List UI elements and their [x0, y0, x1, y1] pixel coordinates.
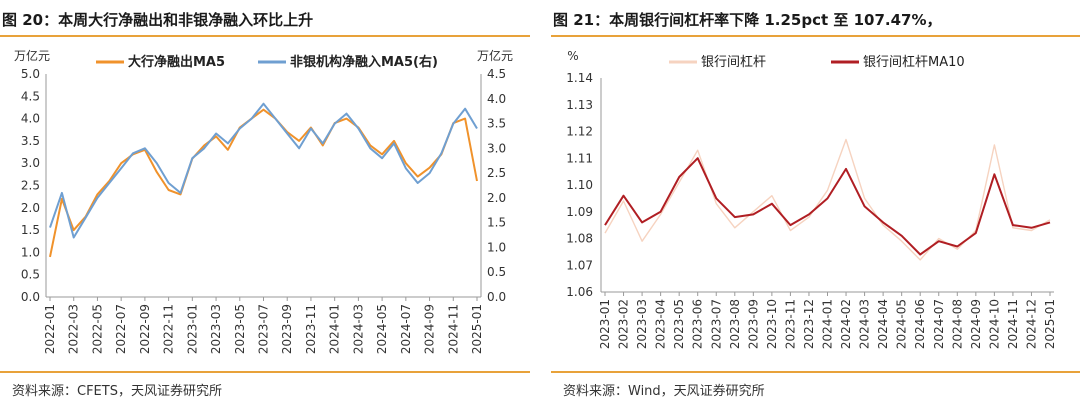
- legend-label: 银行间杠杆: [701, 54, 766, 70]
- title-rule: [0, 35, 530, 37]
- source-rule: [0, 371, 530, 373]
- x-tick-label: 2023-01: [598, 299, 612, 349]
- source-rule: [551, 371, 1080, 373]
- y-tick-label-left: 1.5: [21, 223, 40, 237]
- y-tick-label-right: 3.5: [487, 117, 506, 131]
- x-tick-label: 2024-12: [1024, 299, 1038, 349]
- figure-21-panel: 图 21：本周银行间杠杆率下降 1.25pct 至 107.47%， % 1.06…: [551, 0, 1080, 405]
- y-tick-label-left: 3.0: [21, 156, 40, 170]
- x-tick-label: 2022-07: [114, 304, 128, 354]
- x-tick-label: 2024-03: [351, 304, 365, 354]
- x-tick-label: 2024-01: [821, 299, 835, 349]
- title-rule: [551, 35, 1080, 37]
- source-note: 资料来源：CFETS，天风证券研究所: [12, 384, 222, 399]
- y-unit-right: 万亿元: [477, 48, 513, 63]
- figure-title: 图 21：本周银行间杠杆率下降 1.25pct 至 107.47%，: [553, 11, 942, 29]
- x-tick-label: 2024-03: [858, 299, 872, 349]
- chart-left: 万亿元 万亿元 0.0 0.5 1.0 1.5 2.0 2.5 3.0 3.5 4.0 4.5 5.0 0…: [14, 48, 513, 354]
- y-tick-label-left: 4.0: [21, 112, 40, 126]
- x-tick-label: 2024-09: [423, 304, 437, 354]
- y-tick-label-left: 2.0: [21, 201, 40, 215]
- x-tick-label: 2023-09: [280, 304, 294, 354]
- series-line-nonbanks: [49, 102, 478, 239]
- x-tick-label: 2024-02: [839, 299, 853, 349]
- x-tick-label: 2024-07: [399, 304, 413, 354]
- x-tick-label: 2024-07: [932, 299, 946, 349]
- x-tick-label: 2025-01: [1043, 299, 1057, 349]
- y-tick-label: 1.14: [566, 71, 593, 85]
- y-tick-label-left: 4.5: [21, 89, 40, 103]
- x-tick-label: 2023-06: [691, 299, 705, 349]
- x-tick-label: 2023-12: [802, 299, 816, 349]
- x-tick-label: 2023-03: [209, 304, 223, 354]
- x-tick-label: 2024-05: [895, 299, 909, 349]
- y-tick-label: 1.12: [566, 125, 593, 139]
- x-tick-label: 2024-01: [328, 304, 342, 354]
- x-tick-label: 2023-08: [728, 299, 742, 349]
- legend-label: 大行净融出MA5: [128, 54, 225, 70]
- y-tick-label-right: 4.0: [487, 92, 506, 106]
- y-tick-label: 1.07: [566, 258, 593, 272]
- x-tick-label: 2025-01: [470, 304, 484, 354]
- y-tick-label-right: 0.0: [487, 290, 506, 304]
- y-tick-label-right: 4.5: [487, 67, 506, 81]
- x-tick-label: 2022-05: [90, 304, 104, 354]
- x-tick-label: 2024-11: [446, 304, 460, 354]
- x-tick-label: 2023-10: [765, 299, 779, 349]
- x-tick-label: 2024-05: [375, 304, 389, 354]
- x-tick-label: 2023-11: [304, 304, 318, 354]
- chart-right: % 1.06 1.07 1.08 1.09 1.10 1.11 1.12 1.13 1.14 202…: [566, 49, 1057, 349]
- x-tick-label: 2024-09: [969, 299, 983, 349]
- y-tick-label: 1.06: [566, 285, 593, 299]
- x-tick-label: 2023-05: [672, 299, 686, 349]
- y-tick-label: 1.13: [566, 98, 593, 112]
- series-line-large-banks: [49, 108, 478, 258]
- y-tick-label-right: 2.5: [487, 166, 506, 180]
- y-tick-label-left: 0.0: [21, 290, 40, 304]
- x-tick-label: 2023-05: [233, 304, 247, 354]
- y-tick-label-right: 2.0: [487, 191, 506, 205]
- y-tick-label-left: 5.0: [21, 67, 40, 81]
- x-tick-label: 2024-10: [987, 299, 1001, 349]
- x-tick-label: 2023-02: [617, 299, 631, 349]
- y-unit: %: [567, 49, 578, 63]
- figure-title: 图 20：本周大行净融出和非银净融入环比上升: [2, 11, 314, 29]
- x-tick-label: 2024-08: [950, 299, 964, 349]
- x-tick-label: 2023-03: [635, 299, 649, 349]
- figure-20-panel: 图 20：本周大行净融出和非银净融入环比上升 万亿元 万亿元 0.0 0.5 1.0 1.…: [0, 0, 530, 405]
- x-tick-label: 2023-09: [746, 299, 760, 349]
- series-line-leverage-ma10: [604, 157, 1051, 256]
- y-tick-label: 1.10: [566, 178, 593, 192]
- x-tick-label: 2023-07: [709, 299, 723, 349]
- y-tick-label: 1.09: [566, 205, 593, 219]
- y-tick-label-left: 3.5: [21, 134, 40, 148]
- y-tick-label-right: 1.5: [487, 216, 506, 230]
- x-tick-label: 2024-06: [913, 299, 927, 349]
- x-tick-label: 2022-01: [43, 304, 57, 354]
- y-tick-label-right: 1.0: [487, 240, 506, 254]
- y-tick-label: 1.11: [566, 151, 593, 165]
- x-tick-label: 2023-04: [654, 299, 668, 349]
- source-note: 资料来源：Wind，天风证券研究所: [563, 384, 765, 399]
- x-tick-label: 2022-11: [162, 304, 176, 354]
- y-tick-label-left: 2.5: [21, 179, 40, 193]
- y-tick-label-right: 3.0: [487, 141, 506, 155]
- x-tick-label: 2023-07: [257, 304, 271, 354]
- x-tick-label: 2023-11: [783, 299, 797, 349]
- y-tick-label: 1.08: [566, 232, 593, 246]
- x-tick-label: 2023-01: [185, 304, 199, 354]
- x-tick-label: 2022-03: [67, 304, 81, 354]
- y-unit-left: 万亿元: [14, 48, 50, 63]
- legend-label: 非银机构净融入MA5(右): [290, 54, 438, 70]
- x-tick-label: 2022-09: [138, 304, 152, 354]
- x-tick-label: 2024-11: [1006, 299, 1020, 349]
- y-tick-label-right: 0.5: [487, 265, 506, 279]
- y-tick-label-left: 0.5: [21, 268, 40, 282]
- legend-label: 银行间杠杆MA10: [863, 54, 965, 70]
- x-tick-label: 2024-04: [876, 299, 890, 349]
- y-tick-label-left: 1.0: [21, 245, 40, 259]
